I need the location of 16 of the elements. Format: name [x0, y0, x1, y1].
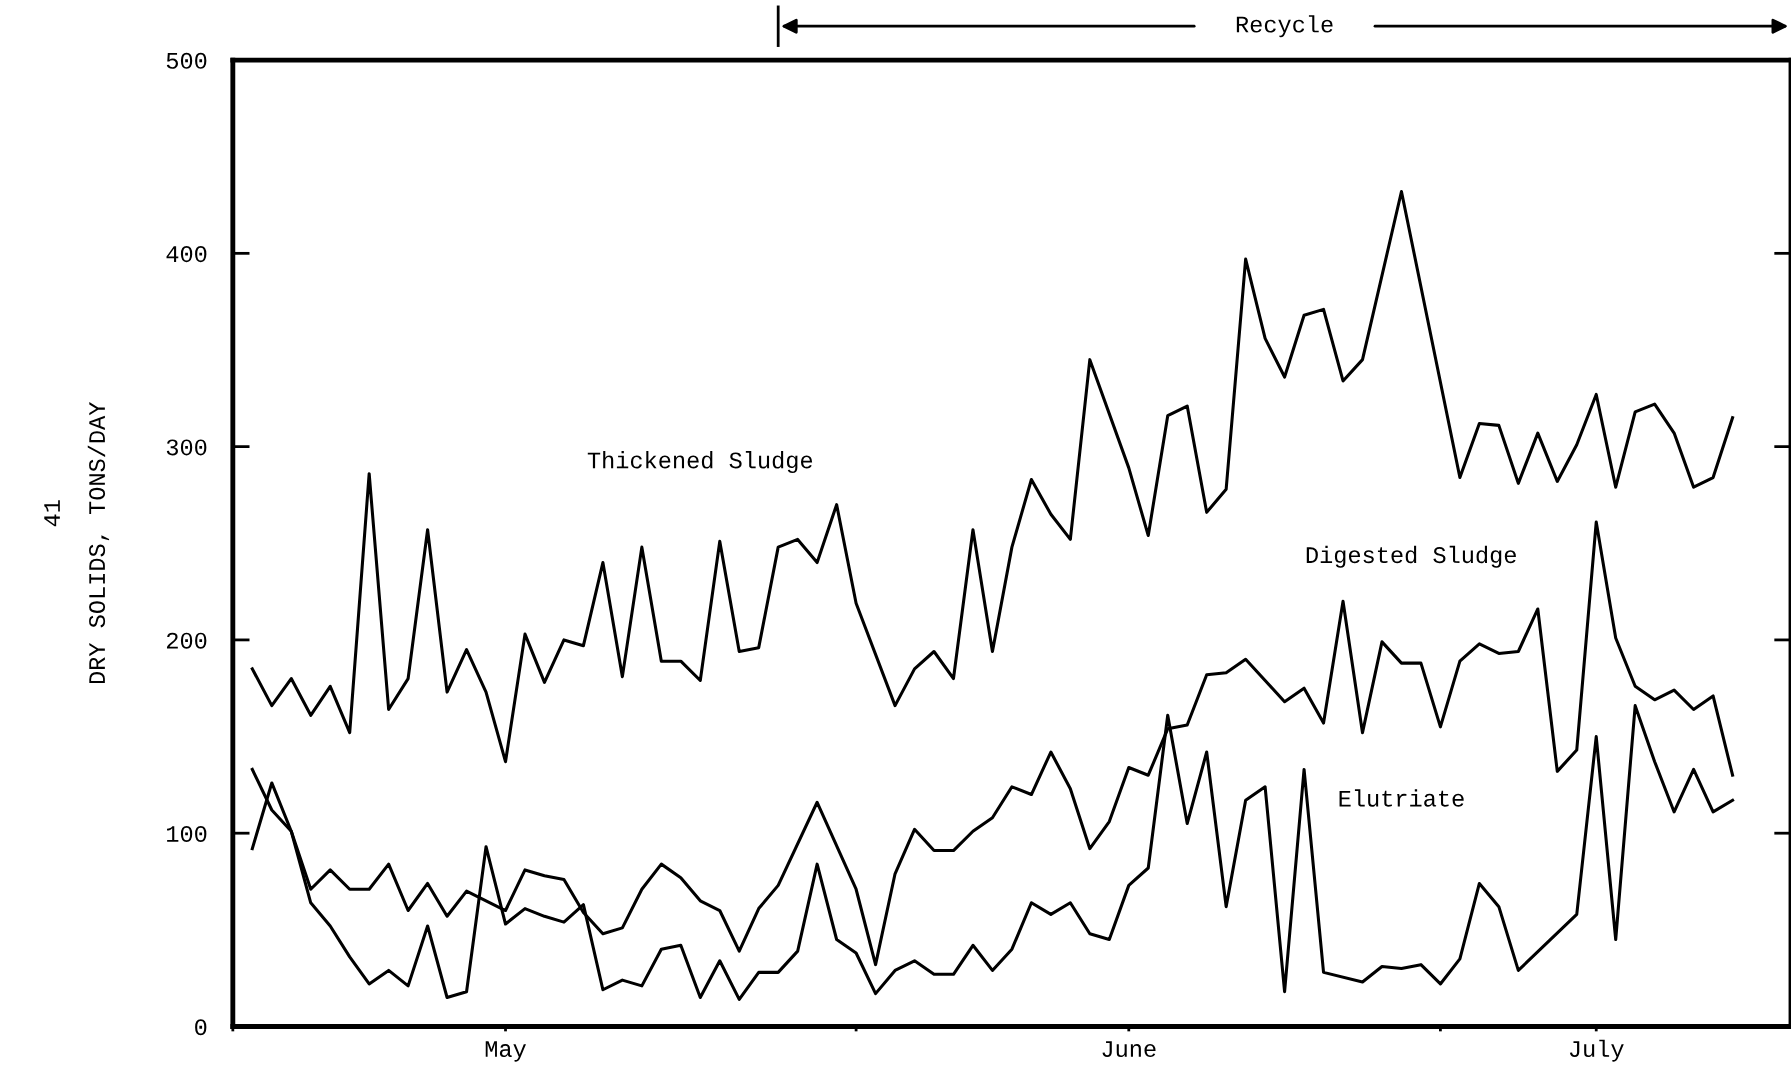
- x-tick-label: July: [1569, 1039, 1624, 1062]
- line-series: [250, 189, 1735, 764]
- series-label: Elutriate: [1339, 789, 1464, 807]
- y-axis-title: DRY SOLIDS, TONS/DAY: [87, 402, 110, 684]
- x-tick-label: June: [1102, 1041, 1156, 1058]
- y-tick-label: 200: [166, 632, 207, 649]
- y-tick-label: 100: [167, 825, 207, 842]
- y-tick-label: 0: [195, 1019, 207, 1036]
- x-tick-label: May: [485, 1041, 526, 1062]
- y-tick-label: 400: [166, 246, 207, 263]
- text: Recycle: [1236, 15, 1333, 38]
- text: 41: [44, 500, 60, 527]
- series-label: Thickened Sludge: [587, 451, 813, 474]
- y-tick-label: 300: [166, 439, 207, 456]
- series-label: Digested Sludge: [1306, 545, 1516, 568]
- y-tick-label: 500: [166, 52, 207, 69]
